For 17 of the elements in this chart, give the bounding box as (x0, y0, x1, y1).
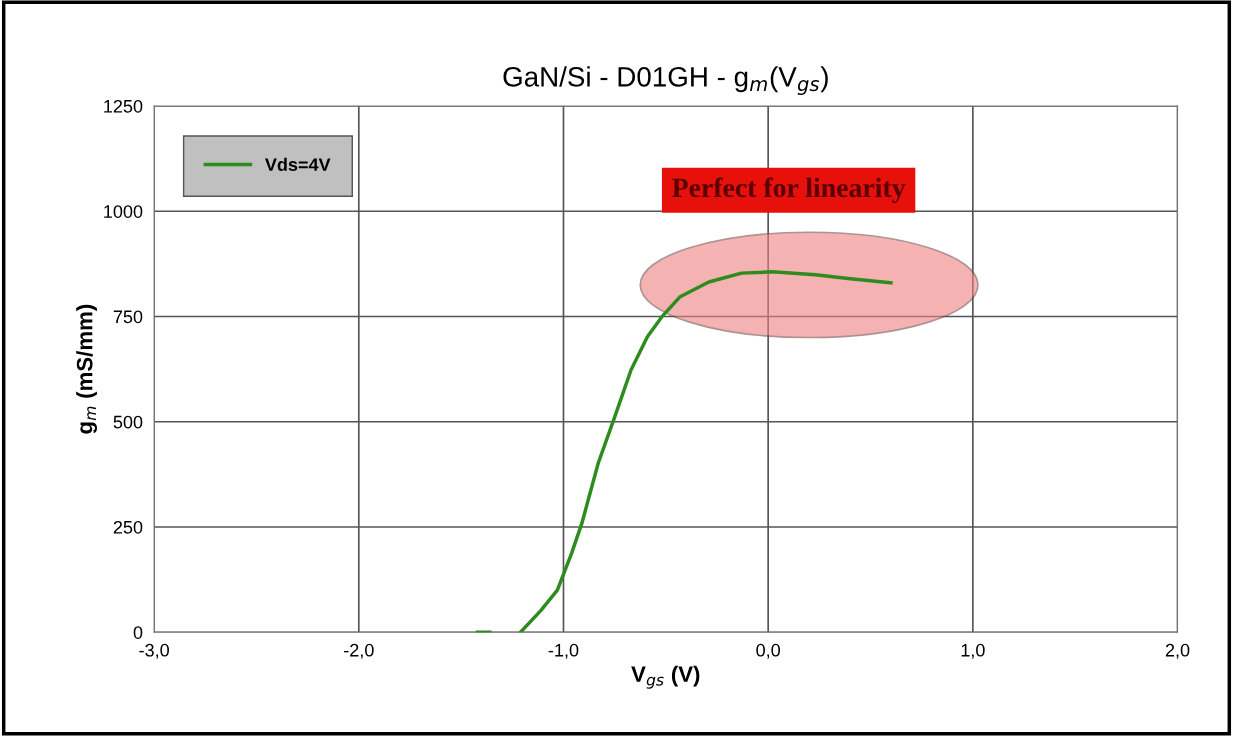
y-tick-label: 750 (113, 310, 143, 324)
x-tick-label: -1,0 (548, 643, 579, 659)
y-tick-label: 1000 (104, 205, 143, 218)
x-tick-label: -3,0 (139, 643, 169, 659)
y-axis-title: g$_{m}$ (mS/mm) (76, 304, 97, 434)
x-tick-label: 2,0 (1165, 643, 1190, 659)
x-tick-label: 0,0 (756, 643, 780, 659)
legend-label: Vds=4V (264, 157, 331, 171)
x-axis-title: V$_{gs}$ (V) (631, 665, 700, 689)
y-tick-label: 0 (133, 626, 143, 639)
y-tick-label: 250 (113, 520, 143, 534)
x-tick-label: 1,0 (961, 643, 985, 659)
x-tick-label: -2,0 (344, 643, 374, 659)
annotation: Perfect for linearity (672, 177, 906, 203)
chart-title: GaN/Si - D01GH - g$_{m}$(V$_{gs}$) (503, 66, 828, 95)
y-tick-label: 1250 (104, 99, 143, 113)
y-tick-label: 500 (113, 415, 143, 429)
